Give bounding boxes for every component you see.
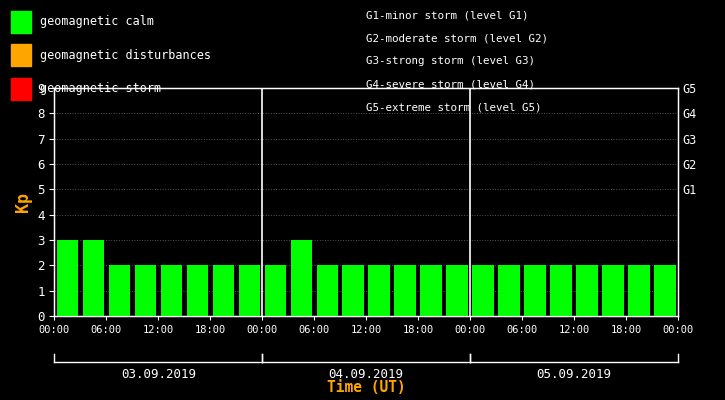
Text: G3-strong storm (level G3): G3-strong storm (level G3) xyxy=(366,56,535,66)
Bar xyxy=(576,265,597,316)
Bar xyxy=(135,265,156,316)
Text: geomagnetic calm: geomagnetic calm xyxy=(40,16,154,28)
Text: G4-severe storm (level G4): G4-severe storm (level G4) xyxy=(366,80,535,90)
Bar xyxy=(498,265,520,316)
Bar xyxy=(161,265,182,316)
Text: G2-moderate storm (level G2): G2-moderate storm (level G2) xyxy=(366,33,548,43)
Text: geomagnetic storm: geomagnetic storm xyxy=(40,82,161,95)
Bar xyxy=(473,265,494,316)
Bar xyxy=(57,240,78,316)
Text: 04.09.2019: 04.09.2019 xyxy=(328,368,404,380)
Y-axis label: Kp: Kp xyxy=(14,192,32,212)
Bar xyxy=(420,265,442,316)
Text: G5-extreme storm (level G5): G5-extreme storm (level G5) xyxy=(366,103,542,113)
Bar xyxy=(602,265,624,316)
Text: Time (UT): Time (UT) xyxy=(327,380,405,395)
Bar xyxy=(654,265,676,316)
Text: 03.09.2019: 03.09.2019 xyxy=(121,368,196,380)
Text: 05.09.2019: 05.09.2019 xyxy=(536,368,611,380)
Bar xyxy=(317,265,338,316)
Bar xyxy=(291,240,312,316)
Bar xyxy=(239,265,260,316)
Bar xyxy=(524,265,546,316)
Bar xyxy=(447,265,468,316)
Bar xyxy=(342,265,364,316)
Bar xyxy=(629,265,650,316)
Bar xyxy=(212,265,234,316)
Bar xyxy=(368,265,390,316)
Text: G1-minor storm (level G1): G1-minor storm (level G1) xyxy=(366,10,529,20)
Bar xyxy=(83,240,104,316)
Text: geomagnetic disturbances: geomagnetic disturbances xyxy=(40,49,211,62)
Bar xyxy=(550,265,571,316)
Bar xyxy=(265,265,286,316)
Bar xyxy=(186,265,208,316)
Bar xyxy=(394,265,415,316)
Bar xyxy=(109,265,130,316)
